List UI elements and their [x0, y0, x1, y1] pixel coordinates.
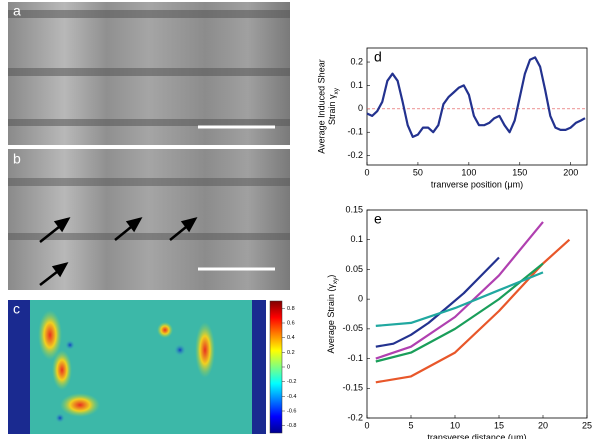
plot-frame	[366, 209, 588, 419]
y-tick-label: 0	[358, 103, 363, 113]
x-axis-label: transverse distance (μm)	[427, 432, 526, 439]
x-tick-label: 0	[364, 167, 369, 177]
image-b	[8, 149, 290, 290]
x-axis-label: tranverse position (μm)	[431, 179, 523, 189]
x-tick-label: 0	[364, 420, 369, 430]
line-series	[375, 271, 544, 327]
y-axis-label-sub: xy	[332, 277, 339, 284]
x-tick-label: 20	[538, 420, 548, 430]
x-tick-label: 150	[512, 167, 527, 177]
x-tick-label: 15	[494, 420, 504, 430]
y-tick-label: -0.1	[347, 353, 363, 363]
panel-label: b	[13, 151, 21, 167]
line-series	[366, 56, 586, 138]
panel-label: a	[13, 3, 21, 19]
line-series	[375, 238, 571, 384]
x-tick-label: 50	[413, 167, 423, 177]
x-tick-label: 5	[408, 420, 413, 430]
panel-label: c	[13, 301, 20, 317]
y-axis-label: Average Induced Shear	[316, 59, 326, 153]
y-tick-label: -0.15	[342, 383, 363, 393]
y-tick-label: 0.05	[345, 264, 363, 274]
line-series	[375, 221, 544, 360]
line-series	[375, 262, 544, 363]
x-tick-label: 10	[450, 420, 460, 430]
y-tick-label: -0.1	[347, 127, 363, 137]
y-axis-label: Strain γxy	[327, 87, 339, 125]
colorbar-tick-label: 0.8	[287, 306, 295, 312]
colorbar-tick-label: 0.2	[287, 350, 295, 356]
panel-label: d	[374, 49, 382, 65]
y-tick-label: -0.05	[342, 323, 363, 333]
y-axis-label-part: Average Strain (γ	[326, 284, 336, 354]
y-tick-label: -0.2	[347, 412, 363, 422]
x-tick-label: 100	[461, 167, 476, 177]
y-tick-label: 0.1	[350, 234, 363, 244]
y-axis-label: Average Strain (γxy)	[326, 275, 338, 354]
colorbar-tick-label: 0.6	[287, 320, 295, 326]
y-tick-label: 0.2	[350, 56, 363, 66]
colorbar-tick-label: 0	[287, 364, 290, 370]
image-a	[8, 2, 290, 145]
plot-frame	[366, 47, 588, 166]
x-tick-label: 25	[582, 420, 592, 430]
y-axis-label-part: Strain γ	[327, 94, 337, 125]
line-series	[375, 256, 500, 348]
y-tick-label: 0.15	[345, 204, 363, 214]
heatmap-c	[8, 300, 283, 434]
colorbar-tick-label: -0.2	[287, 379, 296, 385]
colorbar-tick-label: 0.4	[287, 335, 295, 341]
y-tick-label: -0.2	[347, 150, 363, 160]
colorbar-tick-label: -0.4	[287, 394, 296, 400]
y-tick-label: 0.1	[350, 80, 363, 90]
colorbar-tick-label: -0.8	[287, 423, 296, 429]
colorbar-tick-label: -0.6	[287, 408, 296, 414]
y-axis-label-part: )	[326, 275, 336, 278]
panel-label: e	[374, 211, 382, 227]
x-tick-label: 200	[563, 167, 578, 177]
y-axis-label-sub: xy	[333, 87, 340, 94]
y-tick-label: 0	[358, 294, 363, 304]
